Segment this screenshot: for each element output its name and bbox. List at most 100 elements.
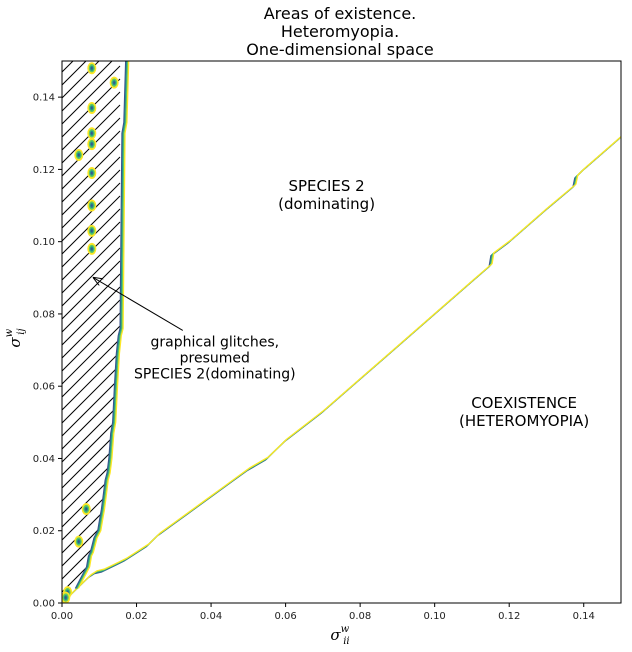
x-tick-label: 0.14: [573, 611, 595, 622]
plot-frame: [61, 60, 622, 604]
glitch-marker-core: [90, 66, 93, 70]
x-tick-label: 0.04: [200, 611, 222, 622]
glitch-marker: [74, 148, 84, 161]
y-tick-label: 0.06: [33, 382, 55, 393]
hatch-line: [62, 156, 121, 216]
y-tick-label: 0.00: [33, 599, 55, 610]
glitch-marker-core: [90, 229, 93, 233]
glitch-marker-core: [113, 81, 116, 84]
hatch-line: [62, 351, 121, 411]
species2-annotation: SPECIES 2 (dominating): [278, 177, 375, 213]
glitch-marker: [87, 224, 97, 237]
hatch-line: [62, 65, 121, 125]
x-axis-label-sub: ii: [343, 636, 349, 647]
hatch-line: [62, 390, 121, 450]
hatch-line: [62, 299, 121, 359]
glitch-marker-core: [77, 540, 80, 543]
y-tick-label: 0.04: [33, 454, 55, 465]
title-line-3: One-dimensional space: [246, 40, 434, 59]
hatch-line: [62, 364, 121, 424]
contour-line: [66, 135, 621, 599]
glitch-marker-core: [90, 171, 93, 175]
glitch-marker: [81, 503, 91, 516]
glitch-marker: [87, 138, 97, 151]
glitch-markers: [62, 62, 119, 603]
coexistence-label: COEXISTENCE: [471, 394, 577, 412]
hatch-line: [62, 403, 121, 463]
glitches-line-3: SPECIES 2(dominating): [134, 366, 296, 382]
glitch-marker-core: [90, 131, 93, 135]
hatch-line: [62, 1, 120, 59]
chart-title: Areas of existence. Heteromyopia. One-di…: [246, 4, 434, 59]
glitch-marker-core: [85, 507, 88, 511]
hatch-line: [62, 260, 121, 320]
glitch-marker: [87, 167, 97, 180]
y-axis-label: σwij: [4, 328, 27, 347]
hatch-line: [62, 312, 121, 372]
x-axis-label: σw ii: [330, 624, 349, 647]
x-tick-label: 0.12: [498, 611, 520, 622]
glitch-marker: [87, 242, 97, 255]
glitch-marker: [87, 62, 97, 75]
hatch-line: [62, 130, 121, 190]
hatch-line: [62, 572, 121, 603]
glitch-marker: [62, 591, 71, 603]
y-axis-label-base: σ: [6, 337, 24, 348]
glitch-marker: [109, 76, 119, 89]
glitch-marker-core: [90, 106, 93, 110]
glitches-annotation: graphical glitches, presumed SPECIES 2(d…: [94, 278, 296, 382]
y-axis-label-sub: ij: [16, 328, 27, 334]
glitches-line-2: presumed: [180, 350, 250, 366]
x-axis-label-base: σ: [330, 626, 341, 644]
glitch-marker-core: [64, 596, 67, 599]
contour-line: [77, 61, 130, 589]
y-tick-label: 0.08: [33, 309, 55, 320]
hatch-line: [62, 182, 121, 242]
contour-line: [74, 61, 127, 589]
x-axis: 0.00 0.02 0.04 0.06 0.08 0.10 0.12 0.14: [51, 603, 595, 622]
title-line-2: Heteromyopia.: [281, 22, 399, 41]
x-tick-label: 0.08: [349, 611, 371, 622]
annotation-arrow: [94, 278, 184, 331]
hatch-line: [62, 91, 121, 151]
y-tick-label: 0.14: [33, 93, 55, 104]
contour-lines: [63, 61, 621, 602]
glitch-marker: [87, 101, 97, 114]
hatch-line: [62, 494, 121, 554]
glitches-line-1: graphical glitches,: [151, 334, 280, 350]
hatch-line: [62, 234, 121, 294]
hatch-line: [62, 61, 121, 112]
x-axis-label-sup: w: [341, 624, 350, 635]
hatch-line: [62, 208, 121, 268]
y-axis-label-sup: w: [4, 328, 15, 337]
x-tick-label: 0.00: [51, 611, 73, 622]
hatch-line: [62, 169, 121, 229]
glitch-marker-core: [90, 142, 93, 146]
y-tick-label: 0.12: [33, 165, 55, 176]
hatch-line: [62, 533, 121, 593]
glitch-marker: [74, 535, 84, 548]
y-tick-label: 0.02: [33, 526, 55, 537]
y-axis: 0.00 0.02 0.04 0.06 0.08 0.10 0.12 0.14: [33, 93, 62, 610]
x-tick-label: 0.02: [125, 611, 147, 622]
contour-line: [75, 61, 128, 589]
glitch-marker-core: [90, 204, 93, 207]
hatch-line: [62, 468, 121, 528]
coexistence-sublabel: (HETEROMYOPIA): [459, 412, 589, 430]
glitch-marker-core: [77, 153, 80, 157]
hatch-line: [62, 325, 121, 385]
hatch-line: [62, 598, 121, 603]
x-tick-label: 0.10: [424, 611, 446, 622]
hatch-line: [62, 481, 121, 541]
y-tick-label: 0.10: [33, 237, 55, 248]
contour-line: [76, 61, 129, 589]
hatch-line: [62, 286, 121, 346]
hatch-line: [62, 61, 121, 86]
glitch-marker: [87, 199, 97, 212]
glitch-marker: [87, 127, 97, 140]
glitch-marker-core: [90, 247, 93, 251]
hatch-line: [62, 61, 121, 73]
hatch-line: [62, 247, 121, 307]
title-line-1: Areas of existence.: [264, 4, 417, 23]
